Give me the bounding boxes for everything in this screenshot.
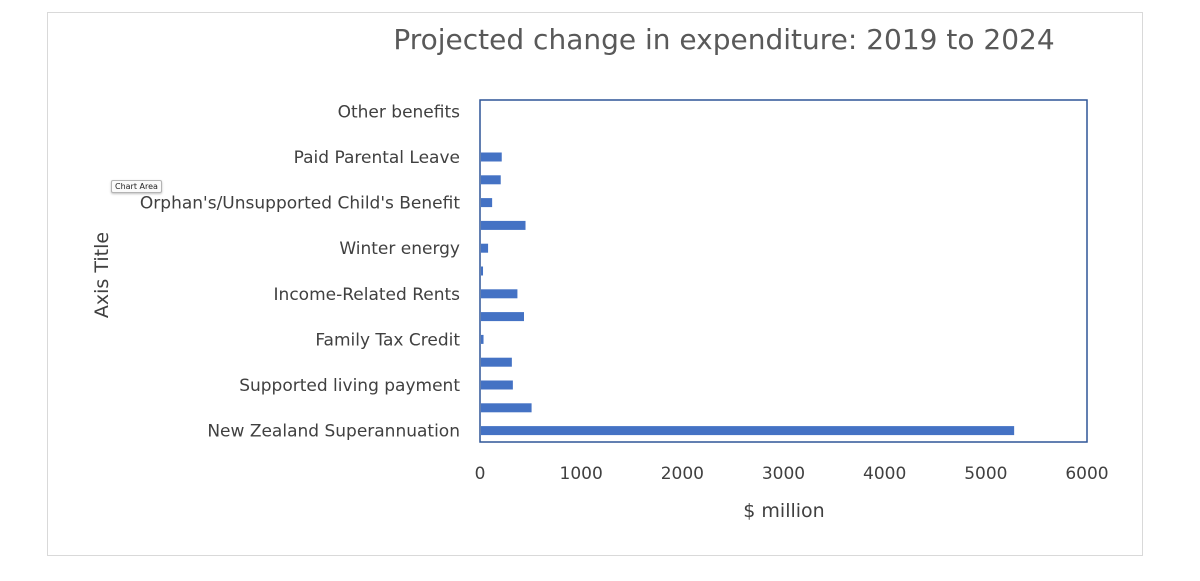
category-label: Other benefits [338, 102, 461, 122]
category-label: Orphan's/Unsupported Child's Benefit [140, 194, 460, 214]
bar-chart: Projected change in expenditure: 2019 to… [91, 23, 1109, 522]
plot-area-border [479, 99, 1088, 443]
bar [481, 380, 513, 390]
bar [481, 175, 501, 185]
category-label: Family Tax Credit [315, 330, 460, 350]
category-label: Winter energy [339, 239, 460, 259]
bar [481, 426, 1015, 436]
bar [481, 266, 484, 276]
chart-title: Projected change in expenditure: 2019 to… [393, 23, 1054, 56]
x-tick-labels: 0 1000 2000 3000 4000 5000 6000 [475, 464, 1109, 484]
x-tick-label: 6000 [1065, 464, 1108, 484]
x-tick-label: 1000 [560, 464, 603, 484]
bar [481, 198, 493, 208]
bar [481, 289, 518, 299]
bar [481, 334, 484, 344]
category-labels: New Zealand Superannuation Supported livi… [140, 102, 460, 441]
category-label: Paid Parental Leave [294, 148, 460, 168]
bar [481, 357, 512, 367]
chart-area-tooltip: Chart Area [111, 180, 162, 193]
category-label: Income-Related Rents [274, 285, 461, 305]
bar [481, 403, 532, 413]
x-tick-label: 3000 [762, 464, 805, 484]
y-axis-title: Axis Title [91, 232, 113, 318]
bar [481, 312, 524, 322]
bar [481, 220, 526, 230]
x-tick-label: 2000 [661, 464, 704, 484]
x-tick-label: 5000 [964, 464, 1007, 484]
x-tick-label: 4000 [863, 464, 906, 484]
bar [481, 152, 502, 162]
category-label: New Zealand Superannuation [207, 422, 460, 442]
bars-group [481, 152, 1015, 436]
x-axis-title: $ million [743, 500, 824, 522]
chart-area[interactable]: Projected change in expenditure: 2019 to… [47, 12, 1143, 556]
x-tick-label: 0 [475, 464, 486, 484]
bar [481, 243, 489, 253]
category-label: Supported living payment [239, 376, 460, 396]
